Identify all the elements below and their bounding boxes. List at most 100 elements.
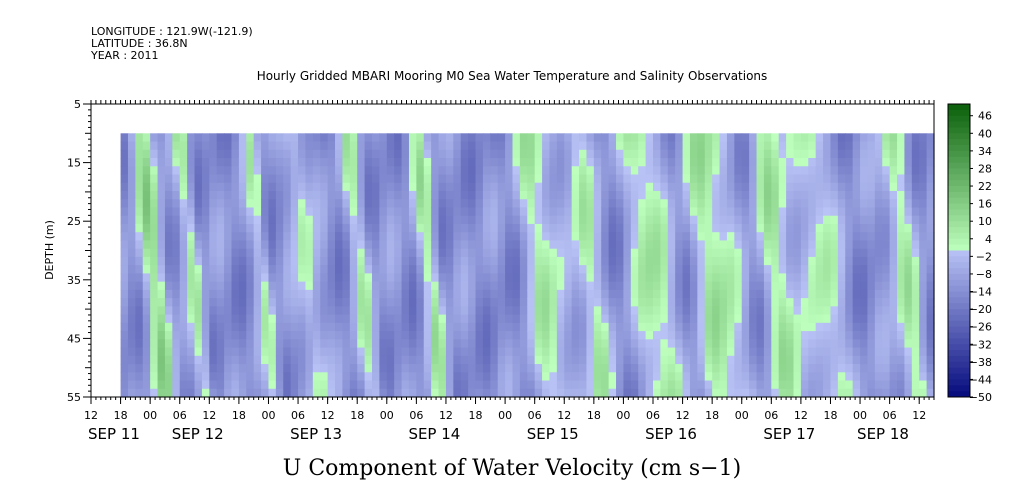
colorbar-swatch (948, 344, 970, 351)
heatmap-cell (527, 380, 536, 390)
heatmap-cell (305, 322, 314, 332)
heatmap-cell (897, 265, 906, 274)
heatmap-cell (808, 232, 817, 242)
heatmap-cell (497, 182, 506, 192)
heatmap-cell (741, 289, 750, 299)
heatmap-cell (364, 190, 373, 200)
heatmap-cell (342, 166, 351, 176)
heatmap-cell (830, 240, 839, 250)
heatmap-cell (904, 248, 913, 258)
heatmap-cell (438, 364, 447, 373)
heatmap-cell (815, 289, 824, 299)
heatmap-cell (712, 223, 721, 233)
heatmap-cell (275, 306, 284, 316)
heatmap-cell (512, 232, 521, 242)
heatmap-cell (527, 372, 536, 382)
heatmap-cell (179, 190, 188, 200)
heatmap-cell (127, 207, 136, 217)
heatmap-cell (438, 141, 447, 151)
heatmap-cell (253, 149, 262, 159)
heatmap-cell (209, 380, 218, 390)
heatmap-cell (586, 248, 595, 258)
heatmap-cell (860, 380, 869, 390)
heatmap-cell (246, 314, 255, 324)
heatmap-cell (682, 388, 691, 398)
heatmap-cell (793, 141, 802, 151)
heatmap-cell (490, 273, 499, 283)
heatmap-cell (209, 388, 218, 398)
heatmap-cell (497, 265, 506, 274)
heatmap-cell (638, 322, 647, 332)
heatmap-cell (616, 182, 625, 192)
heatmap-cell (150, 207, 159, 217)
heatmap-cell (268, 281, 277, 291)
heatmap-cell (209, 355, 218, 365)
heatmap-cell (579, 240, 588, 250)
x-hour-label: 18 (823, 409, 837, 422)
heatmap-cell (305, 190, 314, 200)
heatmap-cell (194, 306, 203, 316)
heatmap-cell (216, 289, 225, 299)
heatmap-cell (608, 232, 617, 242)
heatmap-cell (283, 223, 292, 233)
heatmap-cell (793, 298, 802, 307)
heatmap-cell (290, 339, 299, 349)
heatmap-cell (697, 199, 706, 209)
heatmap-cell (549, 380, 558, 390)
heatmap-cell (475, 380, 484, 390)
heatmap-cell (431, 248, 440, 258)
heatmap-cell (689, 158, 698, 167)
heatmap-cell (305, 298, 314, 307)
heatmap-cell (416, 281, 425, 291)
heatmap-cell (549, 331, 558, 340)
heatmap-cell (416, 372, 425, 382)
heatmap-cell (216, 331, 225, 340)
heatmap-cell (246, 372, 255, 382)
heatmap-cell (808, 190, 817, 200)
heatmap-cell (283, 240, 292, 250)
heatmap-cell (364, 265, 373, 274)
heatmap-cell (475, 248, 484, 258)
heatmap-cell (194, 215, 203, 225)
heatmap-cell (372, 364, 380, 373)
heatmap-cell (224, 232, 233, 242)
heatmap-cell (623, 190, 632, 200)
heatmap-cell (335, 380, 344, 390)
heatmap-cell (919, 240, 928, 250)
heatmap-cell (845, 265, 854, 274)
heatmap-cell (379, 331, 388, 340)
heatmap-cell (416, 190, 425, 200)
heatmap-cell (919, 133, 928, 143)
heatmap-cell (512, 149, 521, 159)
heatmap-cell (490, 339, 499, 349)
heatmap-cell (416, 223, 425, 233)
heatmap-cell (238, 174, 247, 184)
heatmap-cell (926, 149, 935, 159)
heatmap-cell (335, 298, 344, 307)
heatmap-cell (904, 158, 913, 167)
heatmap-cell (630, 158, 639, 167)
heatmap-cell (283, 388, 292, 398)
heatmap-cell (586, 190, 595, 200)
heatmap-cell (475, 347, 484, 357)
heatmap-cell (778, 364, 787, 373)
heatmap-cell (312, 232, 321, 242)
heatmap-cell (623, 281, 632, 291)
heatmap-cell (261, 158, 270, 167)
heatmap-cell (209, 372, 218, 382)
heatmap-cell (904, 215, 913, 225)
heatmap-cell (837, 207, 846, 217)
heatmap-cell (786, 289, 795, 299)
heatmap-cell (275, 174, 284, 184)
heatmap-cell (150, 223, 159, 233)
heatmap-cell (201, 364, 210, 373)
heatmap-cell (216, 265, 225, 274)
heatmap-cell (438, 372, 447, 382)
heatmap-cell (482, 133, 491, 143)
heatmap-cell (608, 314, 617, 324)
heatmap-cell (586, 166, 595, 176)
heatmap-cell (157, 240, 166, 250)
heatmap-cell (719, 289, 728, 299)
heatmap-cell (305, 207, 314, 217)
heatmap-cell (298, 133, 307, 143)
